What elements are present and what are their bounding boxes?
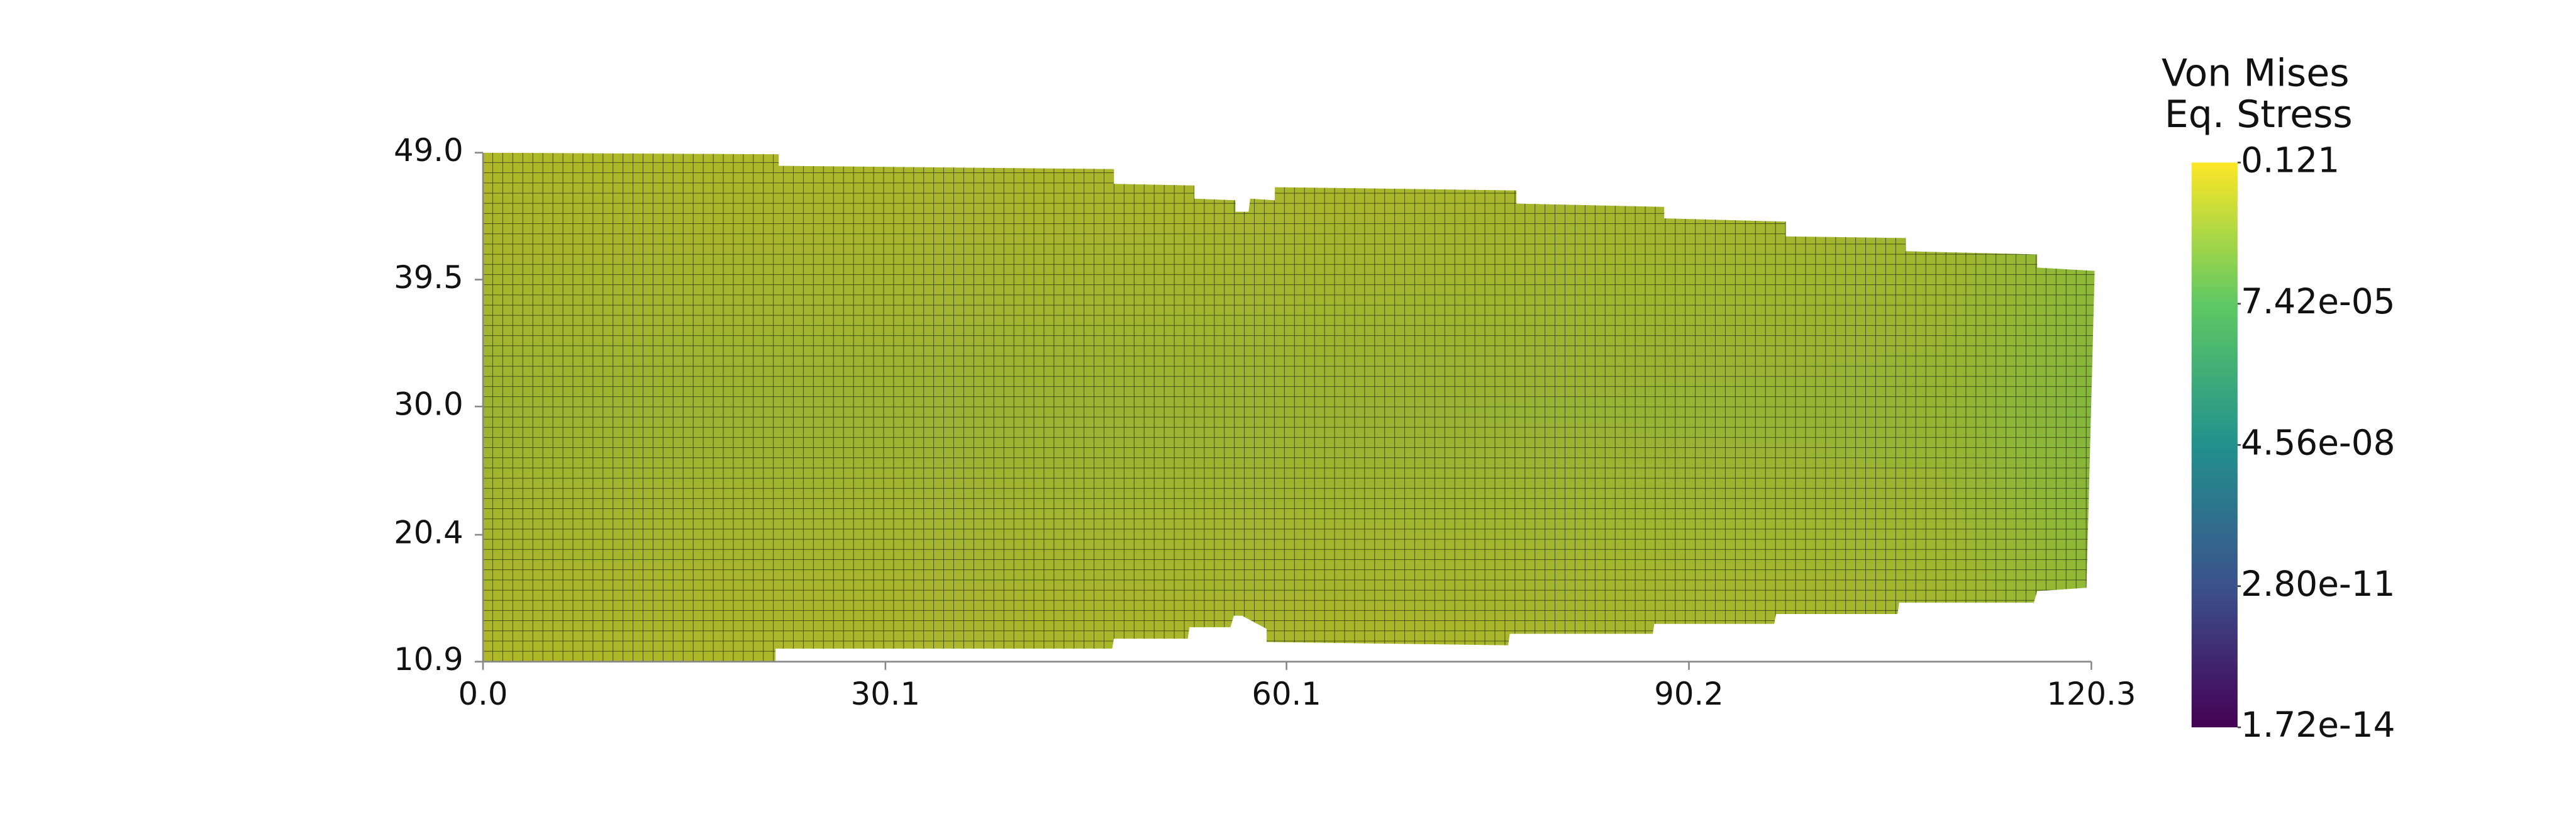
colorbar-title: Eq. Stress [2165, 92, 2353, 137]
colorbar-tick-label: 7.42e-05 [2241, 281, 2395, 321]
y-tick-label: 30.0 [394, 386, 463, 423]
colorbar [2191, 162, 2238, 728]
colorbar-tick-label: 0.121 [2241, 140, 2340, 180]
y-tick-label: 39.5 [394, 259, 463, 296]
colorbar-tick-label: 2.80e-11 [2241, 564, 2395, 604]
x-tick-label: 0.0 [458, 676, 508, 712]
y-tick-label: 10.9 [394, 641, 463, 678]
colorbar-tick-label: 4.56e-08 [2241, 422, 2395, 462]
colorbar-title: Von Mises [2162, 52, 2349, 96]
y-tick-label: 49.0 [394, 132, 463, 169]
mesh [482, 152, 2095, 662]
x-tick-label: 30.1 [851, 676, 920, 712]
x-tick-label: 60.1 [1252, 676, 1321, 712]
colorbar-tick-label: 1.72e-14 [2241, 705, 2395, 745]
y-tick-label: 20.4 [394, 514, 463, 551]
x-tick-label: 120.3 [2046, 676, 2136, 712]
x-tick-label: 90.2 [1654, 676, 1723, 712]
